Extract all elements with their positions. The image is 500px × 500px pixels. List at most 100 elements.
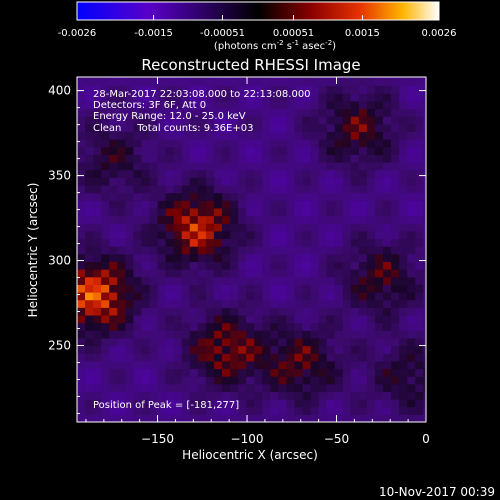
heatmap-cell xyxy=(358,154,368,163)
heatmap-cell xyxy=(246,383,255,393)
heatmap-cell xyxy=(181,146,191,155)
heatmap-cell xyxy=(415,131,424,140)
heatmap-cell xyxy=(117,345,126,354)
heatmap-cell xyxy=(101,154,110,163)
heatmap-cell xyxy=(165,154,175,163)
heatmap-cell xyxy=(278,230,287,240)
heatmap-cell xyxy=(407,391,416,400)
heatmap-cell xyxy=(197,261,207,270)
heatmap-cell xyxy=(173,192,183,201)
heatmap-cell xyxy=(399,376,408,385)
heatmap-cell xyxy=(117,314,126,324)
heatmap-cell xyxy=(109,77,118,87)
heatmap-cell xyxy=(415,230,424,240)
heatmap-cell xyxy=(117,299,126,308)
heatmap-cell xyxy=(181,276,191,285)
heatmap-cell xyxy=(286,161,296,171)
heatmap-cell xyxy=(85,192,94,201)
heatmap-cell xyxy=(181,200,191,209)
heatmap-cell xyxy=(133,345,143,354)
heatmap-cell xyxy=(342,77,352,87)
heatmap-cell xyxy=(117,169,126,178)
heatmap-cell xyxy=(133,100,143,110)
heatmap-cell xyxy=(358,116,368,125)
heatmap-cell xyxy=(294,406,304,415)
heatmap-cell xyxy=(189,192,199,201)
heatmap-cell xyxy=(270,414,279,422)
annotation-detectors: Detectors: 3F 6F, Att 0 xyxy=(93,100,206,111)
heatmap-cell xyxy=(270,322,279,331)
heatmap-cell xyxy=(205,177,215,186)
heatmap-cell xyxy=(423,238,426,247)
heatmap-cell xyxy=(125,108,134,117)
heatmap-cell xyxy=(415,414,424,422)
heatmap-cell xyxy=(326,399,336,408)
heatmap-cell xyxy=(366,299,376,308)
heatmap-cell xyxy=(101,322,110,331)
heatmap-cell xyxy=(221,368,231,377)
heatmap-cell xyxy=(294,223,304,232)
heatmap-cell xyxy=(109,299,118,308)
heatmap-cell xyxy=(157,330,167,339)
heatmap-cell xyxy=(221,123,231,132)
heatmap-cell xyxy=(77,131,86,140)
heatmap-cell xyxy=(374,368,384,377)
heatmap-cell xyxy=(77,261,86,270)
heatmap-cell xyxy=(173,207,183,217)
heatmap-cell xyxy=(181,161,191,171)
heatmap-cell xyxy=(342,291,352,301)
heatmap-cell xyxy=(149,376,159,385)
heatmap-cell xyxy=(101,414,110,422)
heatmap-cell xyxy=(423,414,426,422)
heatmap-cell xyxy=(342,253,352,262)
heatmap-cell xyxy=(205,154,215,163)
heatmap-cell xyxy=(109,345,118,354)
y-tick-label: 300 xyxy=(48,254,71,268)
heatmap-cell xyxy=(125,360,134,370)
heatmap-cell xyxy=(197,192,207,201)
heatmap-cell xyxy=(334,154,344,163)
heatmap-cell xyxy=(383,192,392,201)
heatmap-cell xyxy=(205,85,215,94)
heatmap-cell xyxy=(286,177,296,186)
heatmap-cell xyxy=(125,345,134,354)
heatmap-cell xyxy=(165,383,175,393)
heatmap-cell xyxy=(133,184,143,194)
heatmap-cell xyxy=(117,276,126,285)
heatmap-cell xyxy=(213,116,223,125)
heatmap-cell xyxy=(173,276,183,285)
heatmap-cell xyxy=(278,368,287,377)
heatmap-cell xyxy=(93,223,102,232)
heatmap-cell xyxy=(254,200,263,209)
heatmap-cell xyxy=(350,93,360,102)
heatmap-cell xyxy=(350,314,360,324)
heatmap-cell xyxy=(173,154,183,163)
heatmap-cell xyxy=(383,399,392,408)
heatmap-cell xyxy=(149,100,159,110)
heatmap-cell xyxy=(302,238,312,247)
heatmap-cell xyxy=(342,100,352,110)
heatmap-cell xyxy=(238,399,247,408)
heatmap-cell xyxy=(310,230,320,240)
heatmap-cell xyxy=(366,77,376,87)
heatmap-cell xyxy=(165,360,175,370)
heatmap-cell xyxy=(181,307,191,316)
heatmap-cell xyxy=(141,406,151,415)
heatmap-cell xyxy=(366,330,376,339)
heatmap-cell xyxy=(326,391,336,400)
heatmap-cell xyxy=(149,85,159,94)
heatmap-cell xyxy=(230,154,239,163)
heatmap-cell xyxy=(342,223,352,232)
heatmap-cell xyxy=(302,376,312,385)
heatmap-cell xyxy=(197,376,207,385)
heatmap-cell xyxy=(238,353,247,362)
heatmap-cell xyxy=(221,376,231,385)
heatmap-cell xyxy=(109,161,118,171)
heatmap-cell xyxy=(326,100,336,110)
heatmap-cell xyxy=(391,299,400,308)
heatmap-cell xyxy=(173,238,183,247)
heatmap-cell xyxy=(181,238,191,247)
heatmap-cell xyxy=(334,246,344,255)
heatmap-cell xyxy=(157,345,167,354)
heatmap-cell xyxy=(165,77,175,87)
